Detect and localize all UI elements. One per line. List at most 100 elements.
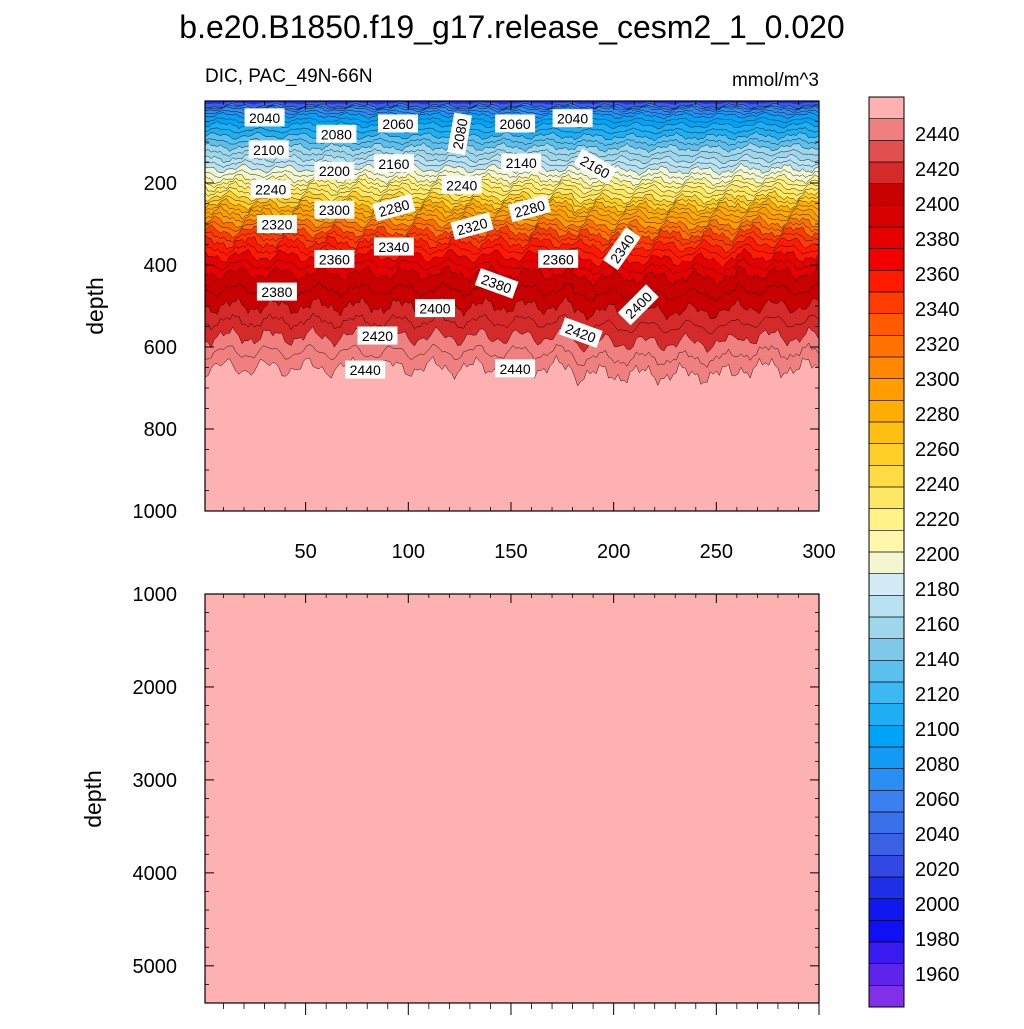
contour-label-text: 2420 (362, 328, 393, 344)
contour-line (205, 312, 819, 335)
contour-line (205, 131, 819, 142)
contour-label-box (357, 326, 398, 345)
contour-label-text: 2040 (249, 110, 280, 126)
colorbar-label: 2220 (915, 509, 960, 531)
contour-line (205, 248, 819, 269)
contour-label-box (256, 215, 297, 233)
contour-line (205, 172, 819, 187)
colorbar-swatch (869, 292, 904, 314)
contour-label-box (573, 148, 618, 185)
contour-line (205, 137, 819, 147)
lower-axes: 1000 2000 3000 4000 5000 (133, 584, 820, 1015)
y-tick-label: 800 (144, 419, 177, 441)
colorbar-swatch (869, 963, 904, 986)
colorbar-label: 2440 (915, 124, 960, 146)
contour-line (205, 295, 819, 321)
contour-label-text: 2360 (319, 251, 350, 267)
colorbar: 2440 2420 2400 2380 2360 2340 2320 2300 2280 2260… (868, 96, 960, 1008)
colorbar-label: 2340 (915, 299, 960, 321)
colorbar-swatch (869, 530, 904, 553)
contour-label: 2340 (373, 237, 414, 256)
contour-label-text: 2060 (382, 116, 413, 132)
contour-label-box (501, 153, 542, 172)
colorbar-swatch (869, 227, 904, 249)
colorbar-label: 2080 (915, 754, 960, 776)
contour-label-text: 2320 (455, 215, 489, 239)
colorbar-label: 2200 (915, 544, 960, 566)
contour-label-text: 2240 (255, 182, 286, 198)
contour-line (205, 342, 819, 368)
contour-label: 2240 (441, 176, 482, 195)
colorbar-swatch (869, 552, 904, 574)
colorbar-swatch (869, 508, 904, 531)
x-tick-label: 50 (294, 541, 316, 563)
contour-label: 2300 (314, 200, 355, 219)
contour-label-box (314, 161, 355, 180)
contour-label: 2060 (378, 114, 418, 133)
contour-line (205, 229, 819, 247)
contour-label-box (441, 176, 482, 195)
contour-label: 2080 (447, 112, 472, 156)
contour-label-text: 2060 (500, 116, 531, 132)
contour-label-text: 2280 (513, 197, 547, 221)
colorbar-label: 1960 (915, 964, 960, 986)
colorbar-label: 1980 (915, 929, 960, 951)
contour-label-text: 2140 (506, 155, 537, 171)
contour-label-text: 2320 (261, 217, 292, 233)
contour-label-text: 2360 (543, 251, 574, 267)
figure-title: b.e20.B1850.f19_g17.release_cesm2_1_0.02… (179, 9, 844, 45)
x-tick-label: 250 (700, 541, 733, 563)
colorbar-label: 2180 (915, 579, 960, 601)
colorbar-swatch (869, 357, 904, 379)
contour-label-box (256, 282, 297, 301)
colorbar-swatch (869, 747, 904, 769)
colorbar-swatch (869, 877, 904, 899)
contour-label: 2040 (552, 109, 593, 128)
y-tick-label: 200 (144, 173, 177, 195)
x-tick-label: 300 (802, 541, 835, 563)
contour-label: 2060 (495, 114, 536, 133)
contour-label-box (244, 108, 285, 127)
contour-label-box (316, 124, 357, 143)
contour-label: 2400 (415, 299, 455, 318)
lower-y-axis-label: depth (80, 770, 106, 828)
x-tick-label: 200 (597, 541, 630, 563)
colorbar-label: 2280 (915, 404, 960, 426)
contour-label-box (558, 317, 603, 348)
contour-label-text: 2400 (419, 301, 450, 317)
contour-line (205, 105, 819, 113)
contour-label-box (314, 249, 355, 268)
contour-line (205, 111, 819, 120)
contour-label-text: 2200 (319, 163, 350, 179)
upper-y-axis-label: depth (82, 277, 108, 335)
contour-label-box (447, 112, 472, 156)
colorbar-label: 2300 (915, 369, 960, 391)
y-tick-label: 600 (144, 337, 177, 359)
colorbar-swatch (869, 942, 904, 964)
contour-label: 2080 (316, 124, 357, 143)
contour-label: 2140 (501, 153, 542, 172)
colorbar-swatch (869, 97, 904, 119)
colorbar-swatch (869, 270, 904, 293)
contour-label: 2040 (244, 108, 285, 127)
contour-line (205, 177, 819, 191)
contour-label-text: 2160 (378, 156, 409, 172)
contour-label: 2280 (372, 193, 416, 222)
colorbar-label: 2260 (915, 439, 960, 461)
contour-label-text: 2080 (321, 126, 352, 142)
colorbar-swatch (869, 898, 904, 921)
colorbar-swatch (869, 118, 904, 141)
colorbar-swatch (869, 162, 904, 184)
contour-label-text: 2280 (377, 196, 411, 220)
colorbar-label: 2420 (915, 159, 960, 181)
contour-label: 2200 (314, 161, 355, 180)
contour-line (205, 195, 819, 209)
contour-label-box (474, 268, 519, 299)
contour-label-box (450, 212, 494, 240)
colorbar-swatch (869, 617, 904, 639)
contour-label-text: 2240 (446, 178, 477, 194)
contour-label: 2360 (538, 249, 579, 268)
colorbar-label: 2140 (915, 649, 960, 671)
y-tick-label: 1000 (133, 501, 178, 523)
